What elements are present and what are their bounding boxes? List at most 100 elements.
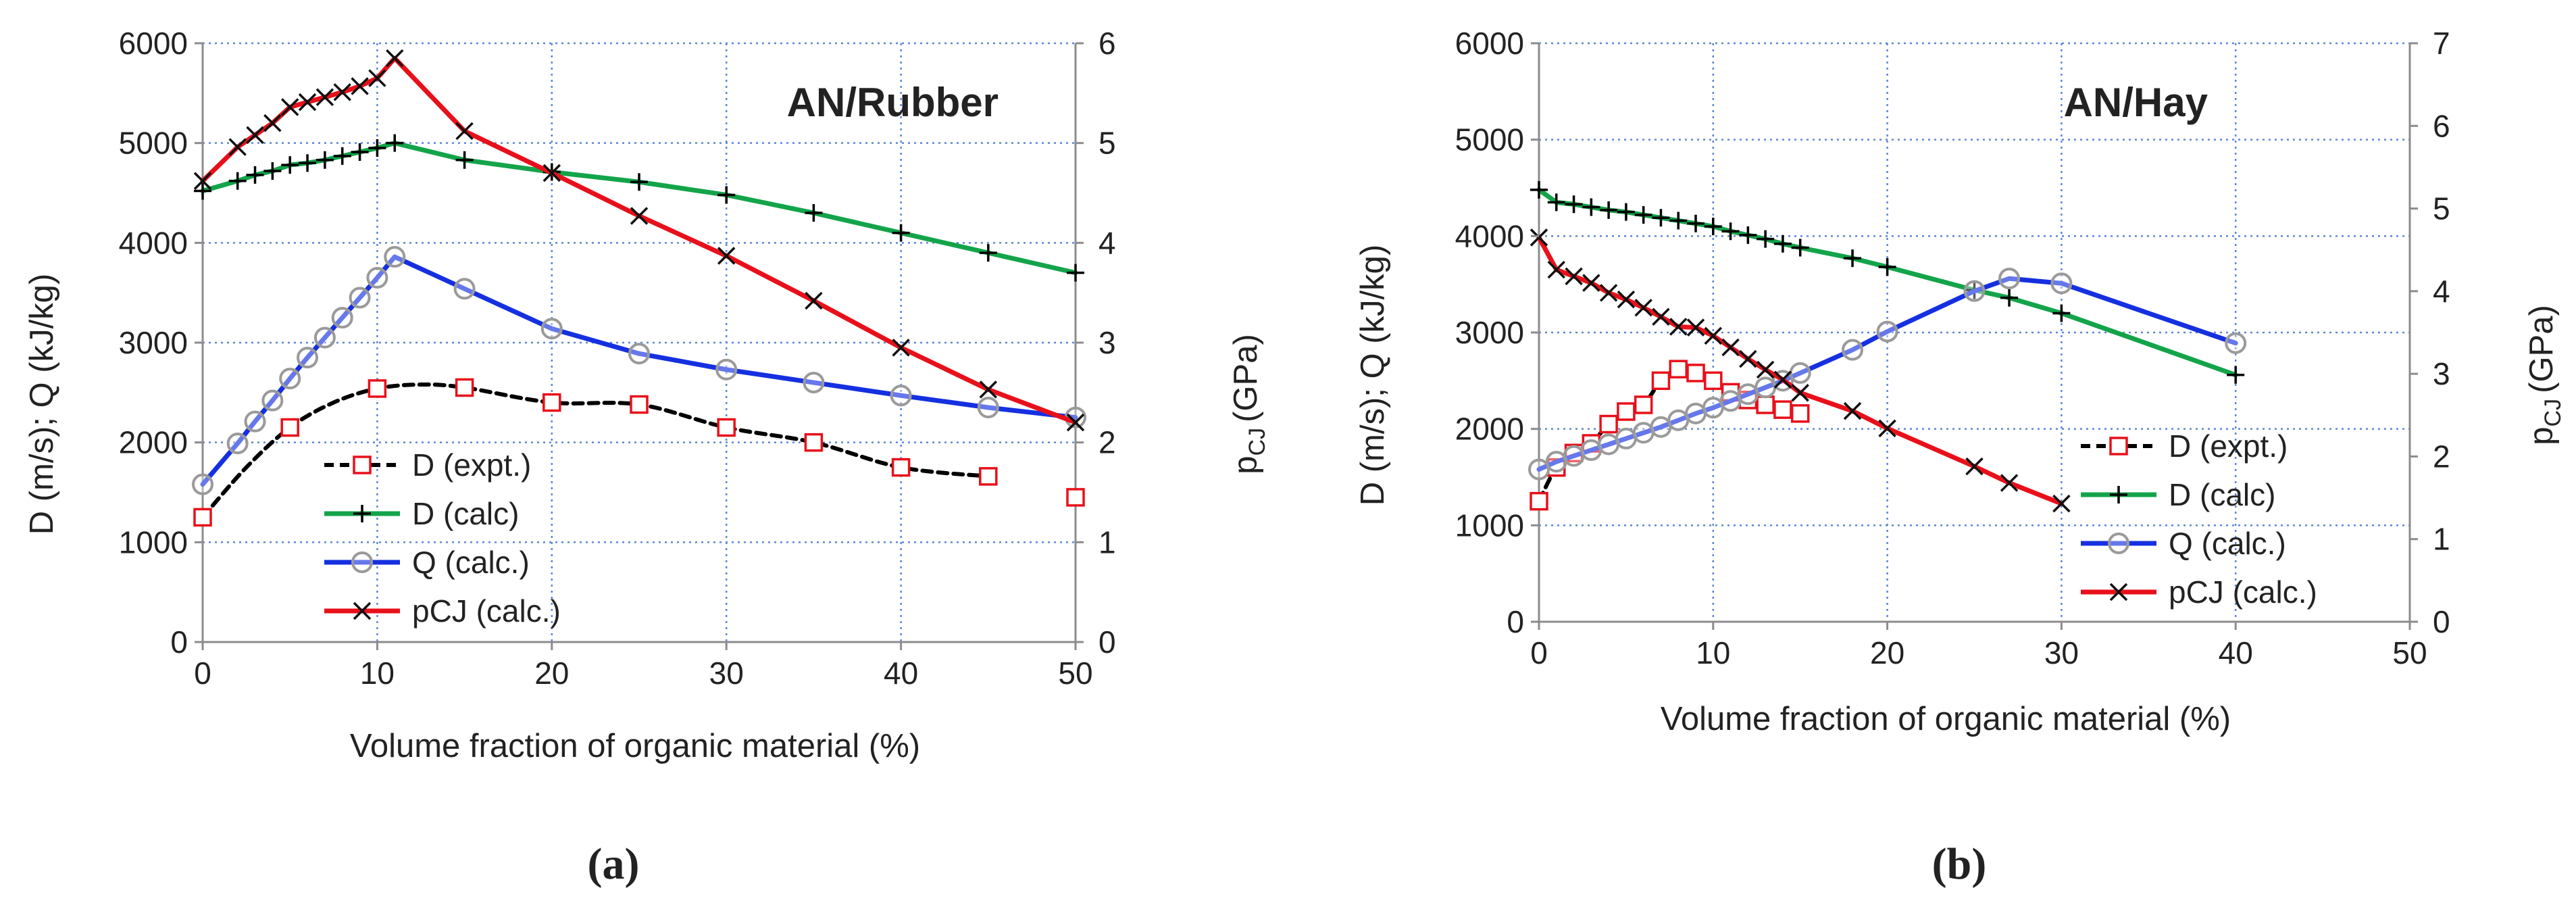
panel-a-y2-title-sub: CJ <box>1244 428 1270 456</box>
panel-b-series-d-expt-point-15 <box>1790 404 1810 423</box>
panel-b-series-pcj-calc-point-15 <box>1791 384 1809 402</box>
panel-b-series-d-calc-point-0 <box>1530 180 1548 199</box>
panel-a-y-tick-label-4: 4000 <box>119 225 188 260</box>
panel-a-legend-pcj-calc-swatch-marker <box>353 601 372 620</box>
panel-b-title: AN/Hay <box>2064 80 2208 125</box>
panel-a-series-d-expt-point-3 <box>455 378 474 397</box>
panel-a-legend-d-expt-label: D (expt.) <box>412 447 531 483</box>
panel-a-series-d-calc-point-9 <box>368 139 386 157</box>
panel-a-series-d-expt-point-0 <box>193 508 212 527</box>
panel-b-y2-tick-label-4: 4 <box>2433 274 2450 309</box>
panel-b-y2-title-p: p <box>2523 426 2560 445</box>
panel-a-series-q-calc-point-10 <box>384 246 406 268</box>
panel-a-series-pcj-calc-point-0 <box>193 172 212 191</box>
panel-b-series-d-calc-point-16 <box>1844 249 1862 268</box>
panel-b-series-pcj-calc-point-12 <box>1739 349 1757 368</box>
panel-b-y-tick-label-1: 1000 <box>1455 508 1524 543</box>
panel-a-series-q-calc-point-5 <box>297 347 319 369</box>
panel-a-series-pcj-calc-point-15 <box>805 291 823 310</box>
panel-b-series-q-calc-point-19 <box>1998 268 2021 290</box>
panel-b-x-tick-label-0: 0 <box>1530 635 1548 670</box>
panel-b-series-d-calc-point-4 <box>1600 201 1618 219</box>
panel-b-series-q-calc-point-3 <box>1580 439 1602 462</box>
panel-a-y2-tick-label-5: 5 <box>1098 126 1116 161</box>
panel-a-legend-d-calc-swatch-marker <box>353 505 371 522</box>
panel-a-series-d-calc-point-17 <box>979 244 997 262</box>
panel-a-series-d-calc-point-0 <box>194 182 211 200</box>
panel-b-series-q-calc-point-6 <box>1632 422 1655 444</box>
panel-a-x-tick-label-5: 50 <box>1058 656 1092 691</box>
panel-a-series-pcj-calc-point-1 <box>228 138 247 156</box>
panel-b-y2-tick-label-7: 7 <box>2433 26 2450 61</box>
panel-a-y2-title-p: p <box>1228 456 1264 474</box>
panel-b-series-d-calc-point-1 <box>1547 193 1565 212</box>
panel-b-series-q-calc-point-2 <box>1563 445 1585 467</box>
panel-a-series-q-calc-point-8 <box>349 287 371 309</box>
panel-b-y2-axis-title: pCJ (GPa) <box>2523 305 2566 445</box>
panel-b-series-d-expt-point-7 <box>1651 371 1671 391</box>
panel-a-legend-d-expt-swatch-marker <box>353 456 372 474</box>
panel-a-series-q-calc-point-3 <box>261 389 284 412</box>
panel-b-series-d-expt-point-10 <box>1704 371 1723 391</box>
panel-b-series-pcj-calc-point-9 <box>1686 318 1705 337</box>
panel-b-y-tick-label-2: 2000 <box>1455 412 1524 447</box>
panel-a-series-pcj-calc-point-18 <box>1066 413 1085 432</box>
panel-b-x-tick-label-1: 10 <box>1696 635 1730 670</box>
panel-a-series-d-expt-point-1 <box>280 418 299 437</box>
panel-a-series-d-calc-point-6 <box>315 151 334 169</box>
panel-a-ticks: 0 10 20 30 40 5001000200030004000500060000123… <box>119 26 1116 691</box>
panel-a-x-tick-label-0: 0 <box>194 656 211 691</box>
panel-b-series-d-expt-point-14 <box>1773 400 1792 419</box>
panel-b-series-d-calc-line <box>1536 187 2238 378</box>
panel-a-series-d-expt-point-6 <box>717 418 736 437</box>
panel-b-y2-tick-label-6: 6 <box>2433 108 2450 143</box>
panel-a-series-pcj-calc-point-12 <box>542 164 561 182</box>
panel-b-series-pcj-calc-point-13 <box>1756 360 1775 379</box>
panel-a-series-q-calc-point-13 <box>628 343 650 365</box>
panel-a-y2-tick-label-6: 6 <box>1098 26 1116 61</box>
panel-b-series-d-calc-point-20 <box>2052 304 2071 322</box>
panel-b-series-d-calc-point-14 <box>1773 235 1792 253</box>
panel-b-series-q-calc-point-20 <box>2050 272 2073 295</box>
panel-b-series-d-expt-point-9 <box>1686 364 1705 383</box>
panel-a-y2-tick-label-4: 4 <box>1098 225 1116 260</box>
panel-b-legend-pcj-calc-swatch-marker <box>2109 583 2128 601</box>
panel-a-y-tick-label-0: 0 <box>170 624 188 660</box>
panel-a-series-pcj-calc-point-10 <box>386 49 404 68</box>
panel-b-legend-d-expt-swatch-marker <box>2109 437 2128 456</box>
panel-b-series-pcj-calc-point-18 <box>1965 457 1984 476</box>
panel-b-series-pcj-calc-point-6 <box>1634 299 1652 317</box>
panel-a-x-axis-title: Volume fraction of organic material (%) <box>350 728 920 764</box>
panel-b-series-pcj-calc-point-20 <box>2052 494 2071 513</box>
panel-a-series-d-calc-line <box>200 141 1078 276</box>
panel-b-legend-d-calc-swatch-marker <box>2110 486 2127 503</box>
panel-a-series-q-calc-point-9 <box>366 267 388 289</box>
panel-b-y2-title-sub: CJ <box>2540 399 2566 427</box>
panel-b-series-pcj-calc-point-11 <box>1721 338 1740 357</box>
panel-a-chart: 0 10 20 30 40 5001000200030004000500060000123… <box>24 26 1270 889</box>
panel-a-series-d-calc-point-3 <box>263 162 282 180</box>
panel-b-series-d-calc-point-2 <box>1565 195 1583 214</box>
panel-a-legend: D (expt.) D (calc) Q (calc.) pCJ (calc.) <box>324 447 561 629</box>
panel-a-series-d-expt-point-4 <box>542 393 561 412</box>
panel-b-y-tick-label-6: 6000 <box>1455 26 1524 61</box>
panel-a-series-q-calc-point-11 <box>453 278 476 300</box>
panel-b-y-tick-label-3: 3000 <box>1455 315 1524 350</box>
panel-b-x-axis-title: Volume fraction of organic material (%) <box>1661 701 2231 737</box>
panel-a-series-d-calc-point-14 <box>717 186 736 204</box>
panel-a-series-d-calc-point-2 <box>246 166 264 184</box>
panel-b-caption: (b) <box>1932 839 1987 889</box>
panel-a-y2-tick-label-0: 0 <box>1098 624 1116 660</box>
panel-b-chart: 0 10 20 30 40 5001000200030004000500060000123… <box>1355 26 2566 889</box>
panel-a-y-tick-label-5: 5000 <box>119 126 188 161</box>
panel-a-series-pcj-calc-point-17 <box>979 380 998 399</box>
panel-a-series-q-calc-point-15 <box>803 372 825 394</box>
panel-b-series-q-calc-point-4 <box>1598 433 1620 456</box>
panel-b-y2-title-unit: (GPa) <box>2523 305 2560 393</box>
panel-b-x-tick-label-3: 30 <box>2044 635 2079 670</box>
panel-a-series-d-calc-point-8 <box>351 143 369 161</box>
panel-b-y-tick-label-0: 0 <box>1507 604 1524 639</box>
panel-b-y2-tick-label-5: 5 <box>2433 191 2450 226</box>
panel-a-legend-q-calc-label: Q (calc.) <box>412 545 530 580</box>
panel-b-legend-q-calc-swatch-marker <box>2108 533 2129 554</box>
